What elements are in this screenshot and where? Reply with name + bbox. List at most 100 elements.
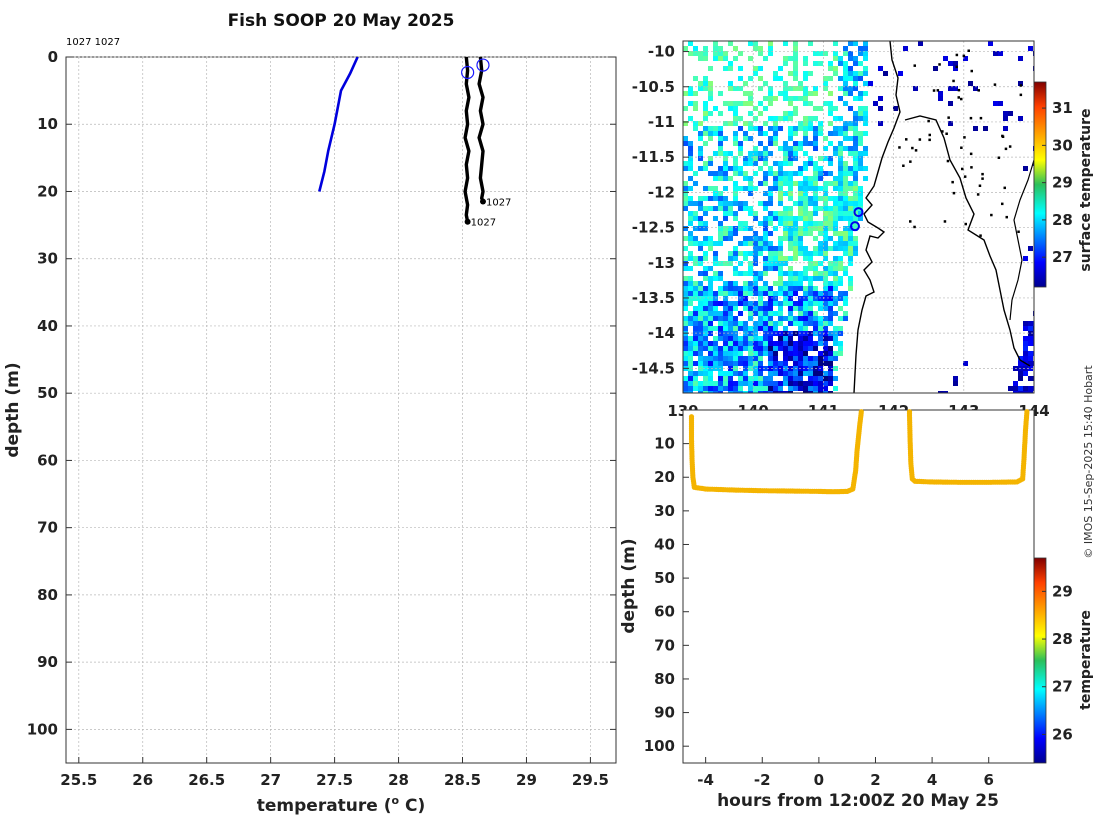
island-dot [955, 53, 959, 57]
sst-pixel [718, 191, 723, 196]
sst-pixel [853, 86, 858, 91]
sst-pixel [858, 61, 863, 66]
sst-pixel [863, 106, 868, 111]
sst-pixel [698, 301, 703, 306]
sst-pixel [778, 241, 783, 246]
sst-pixel [703, 101, 708, 106]
sst-pixel [723, 386, 728, 391]
sst-pixel [788, 191, 793, 196]
sst-pixel [788, 371, 793, 376]
sst-pixel [703, 381, 708, 386]
sst-pixel [853, 76, 858, 81]
sst-pixel [738, 186, 743, 191]
sst-pixel [943, 56, 948, 61]
sst-pixel [768, 126, 773, 131]
sst-pixel [788, 56, 793, 61]
sst-pixel [1003, 111, 1008, 116]
sst-pixel [708, 246, 713, 251]
sst-pixel [828, 306, 833, 311]
sst-pixel [788, 241, 793, 246]
sst-pixel [708, 86, 713, 91]
sst-pixel [748, 326, 753, 331]
sst-pixel [808, 306, 813, 311]
sst-pixel [733, 341, 738, 346]
sst-pixel [758, 381, 763, 386]
sst-pixel [713, 296, 718, 301]
sst-pixel [743, 281, 748, 286]
sst-pixel [768, 231, 773, 236]
sst-pixel [748, 356, 753, 361]
sst-pixel [703, 51, 708, 56]
sst-pixel [803, 251, 808, 256]
sst-pixel [838, 201, 843, 206]
sst-pixel [708, 196, 713, 201]
island-dot [898, 146, 901, 149]
sst-pixel [768, 46, 773, 51]
sst-pixel [743, 346, 748, 351]
sst-pixel [703, 331, 708, 336]
sst-pixel [853, 216, 858, 221]
sst-pixel [768, 241, 773, 246]
sst-pixel [708, 186, 713, 191]
sst-pixel [858, 136, 863, 141]
sst-pixel [803, 121, 808, 126]
sst-pixel [753, 186, 758, 191]
sst-pixel [688, 391, 693, 393]
sst-pixel [783, 296, 788, 301]
sst-pixel [723, 346, 728, 351]
sst-pixel [688, 116, 693, 121]
sst-pixel [748, 226, 753, 231]
sst-pixel [838, 261, 843, 266]
sst-pixel [708, 296, 713, 301]
sst-pixel [688, 156, 693, 161]
sst-pixel [708, 376, 713, 381]
sst-pixel [718, 241, 723, 246]
sst-pixel [818, 276, 823, 281]
sst-pixel [808, 381, 813, 386]
sst-pixel [753, 276, 758, 281]
sst-pixel [813, 206, 818, 211]
sst-pixel [803, 211, 808, 216]
sst-pixel [683, 91, 688, 96]
sst-pixel [718, 236, 723, 241]
sst-pixel [853, 246, 858, 251]
sst-pixel [723, 151, 728, 156]
sst-pixel [688, 231, 693, 236]
sst-pixel [728, 106, 733, 111]
sst-pixel [728, 41, 733, 46]
sst-pixel [753, 351, 758, 356]
sst-pixel [813, 226, 818, 231]
sst-pixel [753, 41, 758, 46]
sst-pixel [718, 336, 723, 341]
sst-pixel [788, 186, 793, 191]
sst-pixel [768, 221, 773, 226]
sst-pixel [803, 141, 808, 146]
sst-pixel [688, 196, 693, 201]
island-dot [963, 175, 967, 178]
sst-pixel [783, 226, 788, 231]
sst-pixel [818, 166, 823, 171]
sst-pixel [798, 231, 803, 236]
track-x-tick-label: 2 [870, 771, 880, 789]
sst-pixel [758, 371, 763, 376]
sst-pixel [833, 126, 838, 131]
sst-pixel [803, 271, 808, 276]
sst-pixel [683, 206, 688, 211]
sst-pixel [773, 216, 778, 221]
sst-pixel [828, 281, 833, 286]
sst-pixel [1018, 361, 1023, 366]
sst-pixel [1028, 366, 1033, 371]
sst-pixel [848, 181, 853, 186]
sst-pixel [728, 201, 733, 206]
island-dot [978, 184, 982, 187]
sst-pixel [763, 306, 768, 311]
temperature-colorbar-tick-label: 27 [1052, 678, 1073, 696]
profile-y-tick-label: 0 [48, 48, 58, 66]
sst-pixel [738, 201, 743, 206]
island-dot [960, 146, 963, 149]
profile-line-1 [463, 57, 471, 223]
sst-pixel [733, 351, 738, 356]
sst-pixel [808, 186, 813, 191]
sst-pixel [823, 246, 828, 251]
sst-pixel [698, 321, 703, 326]
